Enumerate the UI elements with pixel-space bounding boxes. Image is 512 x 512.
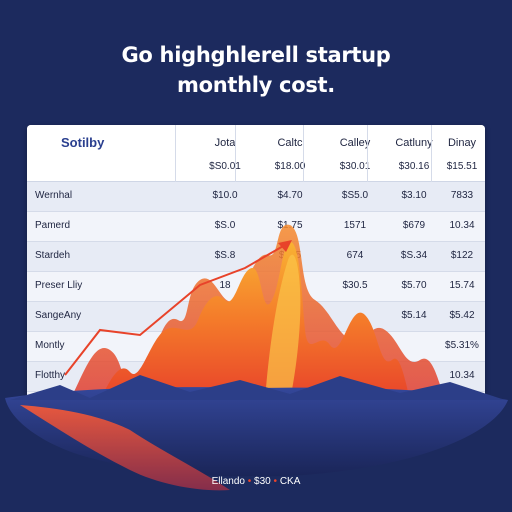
floating-island bbox=[5, 387, 508, 477]
row-label: Montly bbox=[35, 340, 65, 351]
brand-logo: Sotilby bbox=[61, 135, 105, 150]
table-cell: 18 bbox=[219, 280, 231, 291]
row-label: Wernhal bbox=[35, 190, 73, 201]
column-header-5: Dinay bbox=[447, 137, 477, 149]
table-row: Flotthy 10.34 bbox=[27, 362, 485, 392]
table-cell: $122 bbox=[450, 250, 474, 261]
table-cell: $30.5 bbox=[342, 280, 368, 291]
table-cell: $S.0 bbox=[214, 220, 236, 231]
column-header-1: Jota bbox=[214, 137, 236, 149]
table-body: Wernhal $10.0 $4.70 $S5.0 $3.10 7833 Pamerd $S.… bbox=[27, 182, 485, 400]
separator-dot: • bbox=[273, 476, 278, 487]
table-cell: 10.34 bbox=[449, 370, 475, 381]
cost-table-card: Sotilby Jota Caltc Calley Catluny Dinay … bbox=[27, 125, 485, 400]
table-row: Preser Lliy 18 $5.7 $30.5 $5.70 15.74 bbox=[27, 272, 485, 302]
footer-text-right: CKA bbox=[279, 476, 301, 487]
table-cell: 15.74 bbox=[449, 280, 475, 291]
title-line-1: Go highghlerell startup bbox=[121, 43, 391, 67]
table-cell: $S.34 bbox=[400, 250, 428, 261]
table-row: Montly $5.31% bbox=[27, 332, 485, 362]
table-row: Stardeh $S.8 $575 674 $S.34 $122 bbox=[27, 242, 485, 272]
row-label: Pamerd bbox=[35, 220, 71, 231]
table-cell: 7833 bbox=[450, 190, 474, 201]
poster-title: Go highghlerell startup monthly cost. bbox=[0, 40, 512, 100]
table-cell: $3.10 bbox=[401, 190, 427, 201]
table-cell: $5.7 bbox=[280, 280, 300, 291]
table-cell: $5.70 bbox=[401, 280, 427, 291]
separator-dot: • bbox=[247, 476, 252, 487]
column-total-3: $30.01 bbox=[339, 161, 371, 172]
table-cell: 674 bbox=[346, 250, 364, 261]
table-cell: 10.34 bbox=[449, 220, 475, 231]
column-total-2: $18.00 bbox=[274, 161, 306, 172]
table-cell: $5.42 bbox=[449, 310, 475, 321]
title-line-2: monthly cost. bbox=[177, 73, 335, 97]
column-header-3: Calley bbox=[339, 137, 371, 149]
table-cell: 1571 bbox=[343, 220, 367, 231]
column-total-1: $S0.01 bbox=[209, 161, 241, 172]
table-row: Pamerd $S.0 $1.75 1571 $679 10.34 bbox=[27, 212, 485, 242]
column-header-4: Catluny bbox=[395, 137, 433, 149]
column-total-5: $15.51 bbox=[446, 161, 478, 172]
column-header-2: Caltc bbox=[277, 137, 303, 149]
table-cell: $4.70 bbox=[277, 190, 303, 201]
table-cell: $1.75 bbox=[277, 220, 303, 231]
table-cell: $5.14 bbox=[401, 310, 427, 321]
row-label: Preser Lliy bbox=[35, 280, 83, 291]
footer-caption: Ellando • $30 • CKA bbox=[0, 476, 512, 487]
table-cell: $S.8 bbox=[214, 250, 236, 261]
footer-text-left: Ellando bbox=[211, 476, 245, 487]
table-cell: $10.0 bbox=[212, 190, 238, 201]
table-cell: $5.31% bbox=[445, 340, 479, 351]
row-label: SangeAny bbox=[35, 310, 82, 321]
table-cell: $575 bbox=[278, 250, 302, 261]
table-cell: $S5.0 bbox=[341, 190, 369, 201]
row-label: Flotthy bbox=[35, 370, 66, 381]
table-row: Wernhal $10.0 $4.70 $S5.0 $3.10 7833 bbox=[27, 182, 485, 212]
row-label: Stardeh bbox=[35, 250, 71, 261]
table-row: Preamp$3.74 bbox=[27, 392, 485, 400]
table-row: SangeAny 33 $5.14 $5.42 bbox=[27, 302, 485, 332]
column-total-4: $30.16 bbox=[398, 161, 430, 172]
table-cell: 33 bbox=[219, 310, 231, 321]
footer-text-middle: $30 bbox=[254, 476, 271, 487]
table-cell: $679 bbox=[402, 220, 426, 231]
table-header: Sotilby Jota Caltc Calley Catluny Dinay … bbox=[27, 125, 485, 182]
